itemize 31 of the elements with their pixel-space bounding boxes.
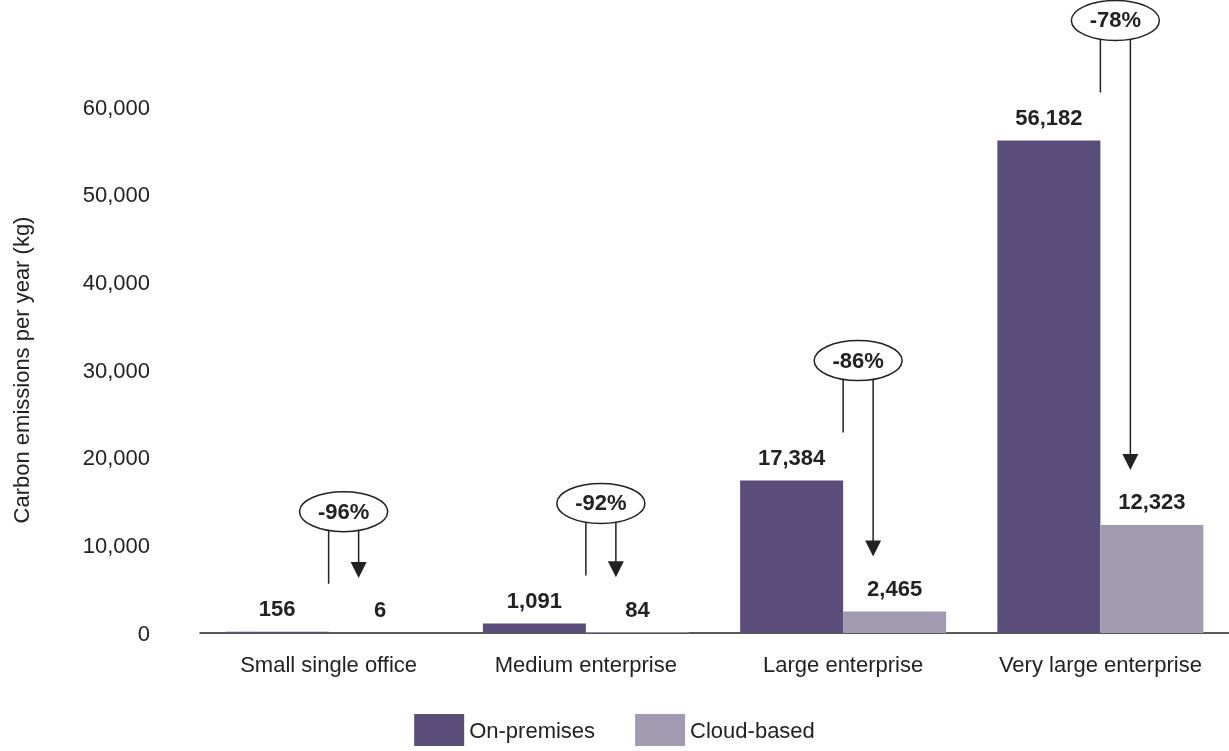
bar [1100, 524, 1204, 633]
annotation: -92% [575, 490, 627, 517]
y-tick-label: 20,000 [82, 445, 150, 471]
x-tick-label: Large enterprise [763, 651, 924, 677]
annotation: -86% [832, 347, 884, 374]
y-tick-label: 30,000 [82, 357, 150, 383]
text: 6 [374, 597, 387, 623]
text: 56,182 [1015, 104, 1083, 130]
y-tick-label: 0 [137, 620, 150, 646]
text: 2,465 [867, 575, 923, 601]
x-tick-label: Small single office [240, 651, 418, 677]
legend-label: On-premises [469, 717, 596, 743]
x-tick-label: Very large enterprise [998, 651, 1202, 677]
y-tick-label: 60,000 [82, 94, 150, 120]
y-axis-title: Carbon emissions per year (kg) [8, 216, 34, 524]
bar [997, 140, 1101, 633]
text: 156 [258, 596, 296, 622]
text: 17,384 [757, 445, 826, 471]
text: 12,323 [1118, 489, 1186, 515]
text: -78% [1089, 7, 1142, 34]
bar [740, 480, 844, 633]
annotation: -96% [317, 498, 370, 525]
y-tick-label: 50,000 [82, 182, 150, 208]
y-tick-label: 10,000 [82, 532, 150, 558]
x-tick-label: Medium enterprise [494, 651, 677, 677]
legend-label: Cloud-based [690, 717, 815, 743]
bar [482, 623, 586, 633]
y-tick-label: 40,000 [82, 269, 150, 295]
bar [843, 611, 947, 633]
text: 1,091 [506, 587, 562, 613]
text: 84 [625, 596, 650, 622]
